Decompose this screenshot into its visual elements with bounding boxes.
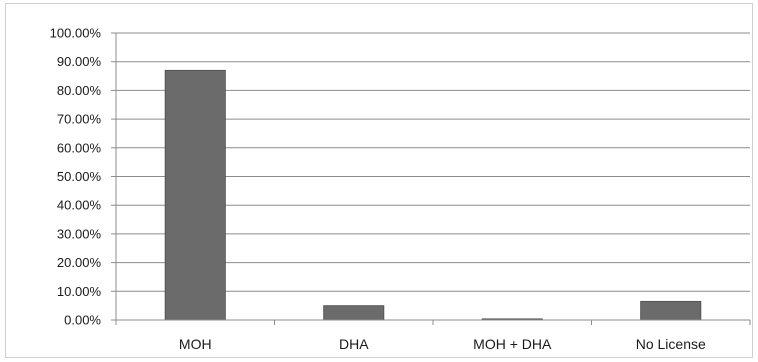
y-tick-label: 60.00% (57, 140, 102, 155)
x-tick-label: MOH + DHA (473, 336, 552, 352)
y-tick-label: 0.00% (64, 313, 101, 328)
y-axis: 0.00% 10.00% 20.00% 30.00% 40.00% 50.00% 60.00… (50, 26, 117, 328)
y-tick-label: 50.00% (57, 169, 102, 184)
y-tick-label: 20.00% (57, 255, 102, 270)
y-tick-label: 30.00% (57, 226, 102, 241)
bar-no-license (640, 300, 702, 321)
bars (164, 69, 702, 321)
x-axis: MOH DHA MOH + DHA No License (115, 319, 751, 352)
y-tick-label: 90.00% (57, 54, 102, 69)
bar-moh (164, 69, 226, 321)
x-tick-label: MOH (179, 336, 212, 352)
y-tick-label: 100.00% (50, 26, 102, 41)
bar-dha (323, 305, 385, 321)
y-tick-label: 80.00% (57, 83, 102, 98)
x-tick-label: No License (636, 336, 706, 352)
y-tick-label: 10.00% (57, 284, 102, 299)
y-tick-label: 40.00% (57, 198, 102, 213)
x-tick-label: DHA (339, 336, 369, 352)
y-tick-label: 70.00% (57, 112, 102, 127)
